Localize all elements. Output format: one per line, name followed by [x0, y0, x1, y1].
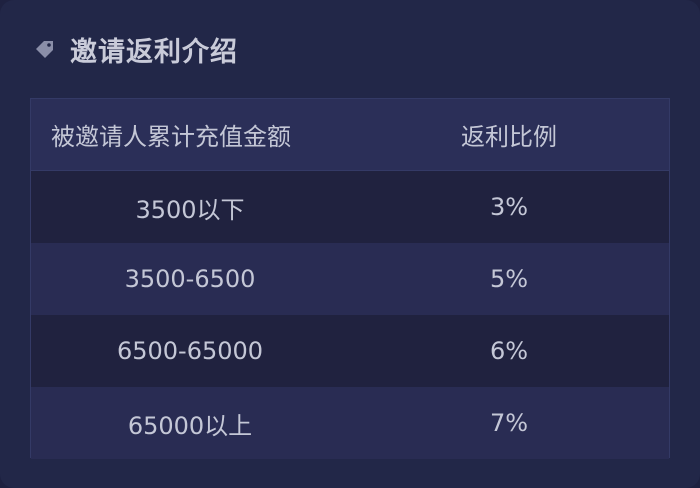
rate-cell: 5% — [489, 265, 529, 293]
table-row: 65000以上 7% — [31, 387, 669, 459]
page-title: 邀请返利介绍 — [70, 36, 238, 68]
amount-cell: 3500-6500 — [124, 265, 256, 293]
amount-cell: 3500以下 — [135, 195, 245, 224]
rebate-table: 被邀请人累计充值金额 返利比例 3500以下 3% 3500-6500 5% 6… — [30, 98, 670, 459]
column-header-rate: 返利比例 — [461, 123, 557, 151]
table-header-row: 被邀请人累计充值金额 返利比例 — [31, 99, 669, 171]
rate-cell: 7% — [489, 409, 529, 437]
table-row: 6500-65000 6% — [31, 315, 669, 387]
table-row: 3500以下 3% — [31, 171, 669, 243]
table-row: 3500-6500 5% — [31, 243, 669, 315]
column-header-amount: 被邀请人累计充值金额 — [51, 123, 291, 151]
amount-cell: 65000以上 — [127, 411, 253, 440]
rate-cell: 3% — [489, 193, 529, 221]
amount-cell: 6500-65000 — [116, 337, 264, 365]
card-header: 邀请返利介绍 — [34, 30, 238, 68]
rate-cell: 6% — [489, 337, 529, 365]
tag-icon — [34, 38, 56, 60]
